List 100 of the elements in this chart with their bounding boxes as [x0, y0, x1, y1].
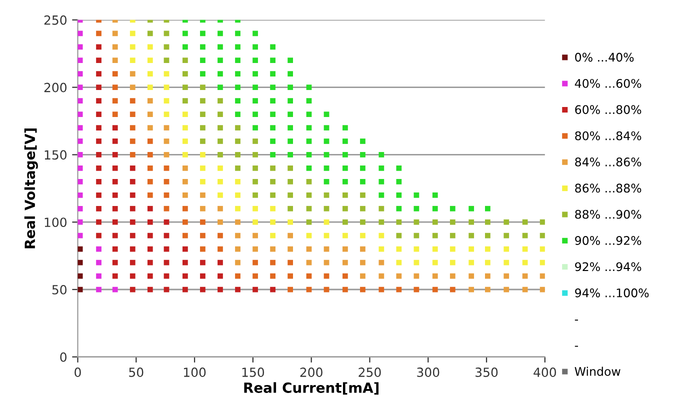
point	[540, 246, 545, 252]
point	[182, 178, 188, 184]
point	[130, 112, 136, 117]
point	[164, 71, 170, 77]
point	[235, 178, 240, 184]
point	[130, 84, 136, 90]
point	[396, 273, 402, 279]
point	[485, 246, 490, 252]
point	[432, 273, 438, 279]
point	[432, 260, 438, 266]
y-tick-label: 250	[44, 15, 66, 25]
point	[112, 112, 118, 117]
legend-label: 84% ...86%	[575, 158, 642, 166]
point	[270, 246, 276, 252]
x-tick-label: 50	[129, 368, 144, 377]
point	[342, 246, 348, 252]
point	[147, 98, 153, 104]
legend-label: Window	[574, 366, 620, 376]
point	[78, 192, 83, 198]
point	[468, 246, 474, 252]
y-tick-label: 50	[52, 284, 66, 294]
point	[504, 286, 510, 292]
point	[396, 260, 402, 266]
point	[360, 260, 366, 266]
point	[504, 273, 510, 279]
point	[112, 71, 118, 77]
point	[112, 44, 118, 50]
y-tick-label: 150	[44, 150, 66, 160]
point	[164, 178, 170, 184]
x-tick-label: 150	[242, 368, 264, 377]
x-tick-label: 250	[358, 368, 381, 377]
point	[164, 192, 170, 198]
point	[112, 84, 118, 90]
point	[342, 232, 348, 238]
point	[130, 138, 136, 144]
point	[130, 58, 136, 64]
point	[485, 286, 490, 292]
point	[78, 246, 83, 252]
point	[288, 286, 293, 292]
point	[270, 219, 276, 225]
point	[288, 219, 293, 225]
point	[78, 219, 83, 225]
point	[342, 260, 348, 266]
point	[235, 219, 240, 225]
point	[182, 138, 188, 144]
y-tick-label: 200	[44, 82, 66, 92]
point	[200, 232, 206, 238]
point	[147, 71, 153, 77]
y-tick-label: 0	[60, 352, 66, 362]
point	[218, 178, 223, 184]
point	[342, 286, 348, 292]
point	[288, 260, 293, 266]
point	[252, 246, 258, 252]
point	[96, 260, 102, 266]
point	[112, 98, 118, 104]
legend-label: 88% ...90%	[575, 210, 642, 219]
point	[147, 152, 153, 158]
legend-label: 94% ...100%	[575, 288, 649, 298]
point	[432, 286, 438, 292]
point	[235, 192, 240, 198]
point	[218, 246, 223, 252]
point	[360, 246, 366, 252]
point	[78, 30, 83, 36]
legend-label: 0% ...40%	[575, 52, 634, 62]
point	[130, 98, 136, 104]
point	[78, 138, 83, 144]
legend-label: 40% ...60%	[574, 78, 642, 88]
point	[200, 206, 206, 212]
point	[130, 30, 136, 36]
x-tick-label: 100	[184, 368, 206, 377]
point	[235, 232, 240, 238]
point	[200, 166, 206, 171]
x-tick-label: 350	[476, 368, 498, 377]
point	[147, 125, 153, 130]
point	[200, 246, 206, 252]
text: -	[574, 320, 578, 321]
point	[182, 112, 188, 117]
point	[96, 246, 102, 252]
point	[182, 166, 188, 171]
point	[522, 260, 528, 266]
point	[164, 152, 170, 158]
point	[378, 273, 384, 279]
point	[450, 246, 456, 252]
point	[112, 286, 118, 292]
point	[200, 192, 206, 198]
legend-label: 92% ...94%	[575, 262, 642, 272]
point	[164, 125, 170, 130]
point	[130, 125, 136, 130]
point	[324, 246, 330, 252]
point	[360, 273, 366, 279]
point	[130, 152, 136, 158]
point	[112, 30, 118, 36]
point	[147, 112, 153, 117]
point	[130, 44, 136, 50]
point	[96, 286, 102, 292]
point	[468, 286, 474, 292]
point	[522, 286, 528, 292]
point	[288, 232, 293, 238]
point	[360, 232, 366, 238]
point	[235, 273, 240, 279]
